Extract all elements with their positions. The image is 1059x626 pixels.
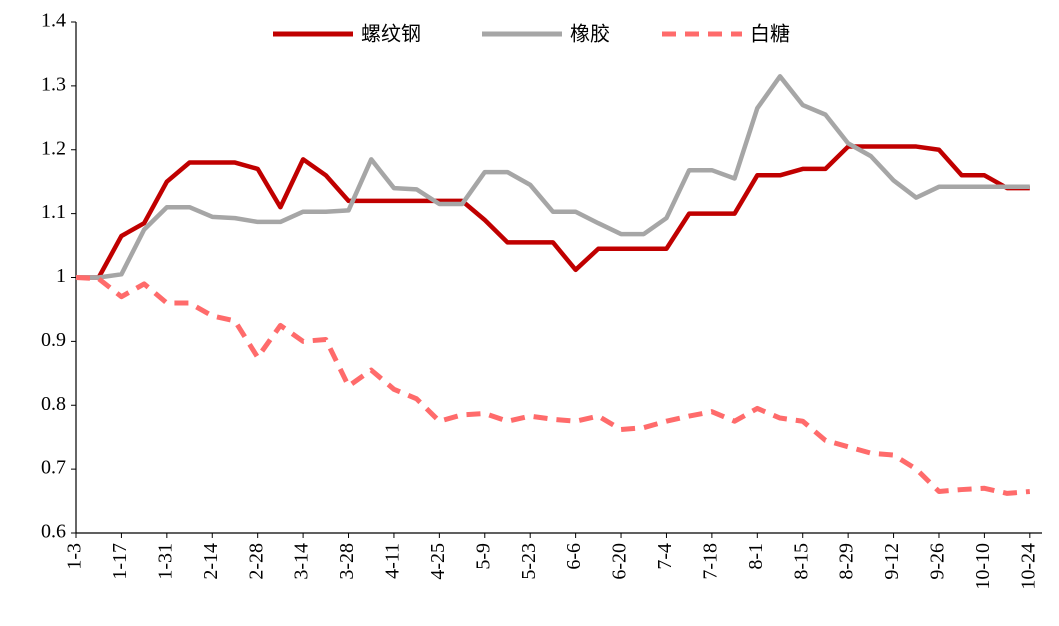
- legend-label: 橡胶: [570, 22, 610, 46]
- y-tick-label: 0.8: [41, 393, 66, 415]
- x-tick-label: 4-25: [427, 543, 449, 580]
- x-tick-label: 8-29: [836, 543, 858, 580]
- x-tick-label: 1-31: [154, 543, 176, 580]
- legend-label: 螺纹钢: [361, 22, 421, 46]
- x-tick-label: 8-15: [790, 543, 812, 580]
- legend-label: 白糖: [750, 22, 790, 46]
- x-tick-label: 6-6: [563, 543, 585, 570]
- y-tick-label: 0.9: [41, 329, 66, 351]
- x-tick-label: 5-23: [518, 543, 540, 580]
- x-tick-label: 8-1: [745, 543, 767, 570]
- x-tick-label: 10-10: [972, 543, 994, 590]
- x-tick-label: 3-14: [291, 543, 313, 580]
- x-tick-label: 10-24: [1017, 543, 1039, 590]
- x-tick-label: 6-20: [609, 543, 631, 580]
- series-line: [76, 74, 1030, 280]
- x-tick-label: 7-4: [654, 543, 676, 570]
- x-tick-label: 2-14: [200, 543, 222, 580]
- series-line: [76, 144, 1030, 280]
- x-tick-label: 1-3: [64, 543, 86, 570]
- x-tick-label: 7-18: [699, 543, 721, 580]
- y-tick-label: 1.4: [41, 10, 66, 32]
- x-tick-label: 5-9: [472, 543, 494, 570]
- y-tick-label: 1: [56, 265, 66, 287]
- x-tick-label: 3-28: [336, 543, 358, 580]
- x-tick-label: 2-28: [245, 543, 267, 580]
- x-tick-label: 4-11: [382, 543, 404, 579]
- y-tick-label: 1.2: [41, 137, 66, 159]
- y-tick-label: 1.1: [41, 201, 66, 223]
- x-tick-label: 9-26: [927, 543, 949, 580]
- y-tick-label: 0.7: [41, 457, 66, 479]
- x-tick-label: 1-17: [109, 543, 131, 580]
- x-tick-label: 9-12: [881, 543, 903, 580]
- series-line: [75, 275, 1031, 496]
- y-tick-label: 0.6: [41, 521, 66, 543]
- y-tick-label: 1.3: [41, 73, 66, 95]
